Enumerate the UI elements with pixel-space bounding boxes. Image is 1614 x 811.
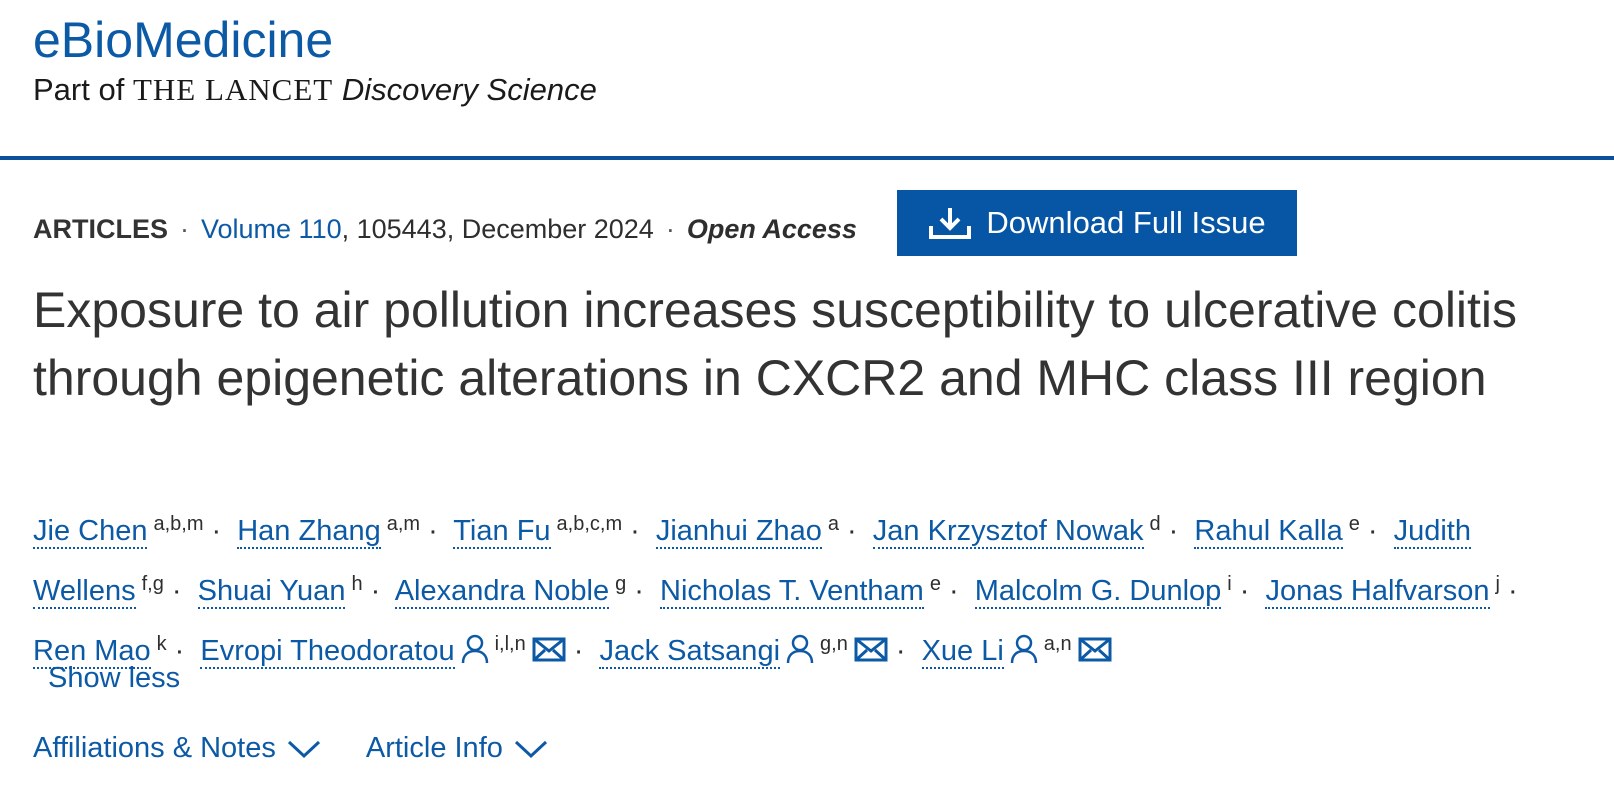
separator: · <box>634 575 644 607</box>
author: Jan Krzysztof Nowak d <box>872 513 1161 549</box>
author-name[interactable]: Rahul Kalla <box>1194 515 1343 549</box>
affiliation-marks: g <box>615 573 627 595</box>
article-meta: ARTICLES · Volume 110, 105443, December 20… <box>33 210 857 248</box>
separator: · <box>847 515 857 547</box>
author: Rahul Kalla e <box>1194 513 1360 549</box>
author: Tian Fu a,b,c,m <box>453 513 623 549</box>
separator: · <box>174 635 185 667</box>
separator: · <box>1239 575 1250 607</box>
author: Ren Mao k <box>33 633 167 669</box>
author-name[interactable]: Jack Satsangi <box>599 635 781 669</box>
affiliation-marks: j <box>1495 573 1500 595</box>
author-name[interactable]: Malcolm G. Dunlop <box>974 575 1222 609</box>
author: Shuai Yuan h <box>197 573 363 609</box>
affiliation-marks: i,l,n <box>494 633 526 655</box>
section: ARTICLES <box>33 214 168 244</box>
tagline-suffix: Discovery Science <box>341 72 597 107</box>
affiliation-marks: f,g <box>141 573 164 595</box>
tab-label: Article Info <box>365 732 503 764</box>
author: Nicholas T. Ventham e <box>660 573 941 609</box>
tab[interactable]: Article Info <box>366 732 549 765</box>
tab[interactable]: Affiliations & Notes <box>33 732 322 765</box>
author-name[interactable]: Nicholas T. Ventham <box>660 575 924 609</box>
separator: · <box>370 575 381 607</box>
affiliation-marks: h <box>351 573 363 595</box>
affiliation-marks: a,b,m <box>153 513 204 535</box>
tagline-lancet: THE LANCET <box>132 72 334 107</box>
author-name[interactable]: Alexandra Noble <box>394 575 610 609</box>
tagline: Part of THE LANCET Discovery Science <box>33 70 597 110</box>
separator: · <box>630 515 640 547</box>
author: Alexandra Noble g <box>394 573 627 609</box>
author: Xue Li a,n <box>921 633 1112 669</box>
separator: · <box>573 635 584 667</box>
affiliation-marks: a,m <box>386 513 421 535</box>
affiliation-marks: a <box>827 513 840 535</box>
separator: · <box>211 515 222 547</box>
separator: · <box>428 515 438 547</box>
affiliation-marks: a,n <box>1043 633 1072 655</box>
author: Malcolm G. Dunlop i <box>974 573 1232 609</box>
show-less[interactable]: Show less <box>48 662 181 694</box>
author-name[interactable]: Tian Fu <box>453 515 551 549</box>
affiliation-marks: a,b,c,m <box>556 513 623 535</box>
email-icon[interactable] <box>532 637 566 671</box>
separator: · <box>171 575 182 607</box>
journal-name[interactable]: eBioMedicine <box>33 12 334 68</box>
corresponding-icon <box>786 634 814 671</box>
affiliation-marks: i <box>1227 573 1232 595</box>
separator: · <box>1168 515 1179 547</box>
chevron-icon <box>513 734 549 764</box>
author-name[interactable]: Ren Mao <box>33 635 151 669</box>
download-icon <box>929 208 972 239</box>
separator: · <box>180 214 189 244</box>
affiliation-marks: d <box>1149 513 1161 535</box>
author-name[interactable]: Jie Chen <box>33 515 148 549</box>
author-name[interactable]: Jonas Halfvarson <box>1265 575 1490 609</box>
separator: · <box>665 214 675 244</box>
author-name[interactable]: Han Zhang <box>237 515 381 549</box>
header-rule <box>0 156 1614 160</box>
author: Jianhui Zhao a <box>655 513 840 549</box>
access: Open Access <box>686 214 857 244</box>
separator: · <box>1367 515 1378 547</box>
author: Han Zhang a,m <box>237 513 421 549</box>
author: Jie Chen a,b,m <box>33 513 204 549</box>
affiliation-marks: e <box>1348 513 1360 535</box>
tagline-prefix: Part of <box>33 72 125 107</box>
separator: · <box>895 635 906 667</box>
author: Judith Wellens f,g <box>33 515 1471 609</box>
tabs: Affiliations & Notes Article Info <box>33 732 549 765</box>
author-name[interactable]: Evropi Theodoratou <box>200 635 455 669</box>
author: Jonas Halfvarson j <box>1265 573 1500 609</box>
author-name[interactable]: Xue Li <box>921 635 1004 669</box>
header: eBioMedicine Part of THE LANCET Discover… <box>33 10 597 110</box>
separator: · <box>948 575 959 607</box>
author-list: Jie Chen a,b,m · Han Zhang a,m · Tian Fu a,b,… <box>33 498 1553 682</box>
affiliation-marks: k <box>156 633 167 655</box>
volume-link[interactable]: Volume 110 <box>201 214 342 244</box>
separator: · <box>1508 575 1518 607</box>
author-name[interactable]: Judith Wellens <box>33 515 1471 609</box>
chevron-icon <box>286 734 322 764</box>
affiliation-marks: g,n <box>820 633 848 655</box>
author: Jack Satsangi g,n <box>599 633 888 669</box>
author-name[interactable]: Jan Krzysztof Nowak <box>872 515 1144 549</box>
download-label: Download Full Issue <box>986 205 1266 240</box>
download-button[interactable]: Download Full Issue <box>897 190 1297 256</box>
author: Evropi Theodoratou i,l,n <box>200 633 566 669</box>
details: , 105443, December 2024 <box>341 214 654 244</box>
author-name[interactable]: Jianhui Zhao <box>655 515 822 549</box>
email-icon[interactable] <box>1078 637 1112 671</box>
corresponding-icon <box>1010 634 1038 671</box>
corresponding-icon <box>461 634 489 671</box>
affiliation-marks: e <box>929 573 941 595</box>
author-name[interactable]: Shuai Yuan <box>197 575 346 609</box>
tab-label: Affiliations & Notes <box>33 732 276 764</box>
article-title: Exposure to air pollution increases susc… <box>33 282 1518 406</box>
email-icon[interactable] <box>854 637 888 671</box>
